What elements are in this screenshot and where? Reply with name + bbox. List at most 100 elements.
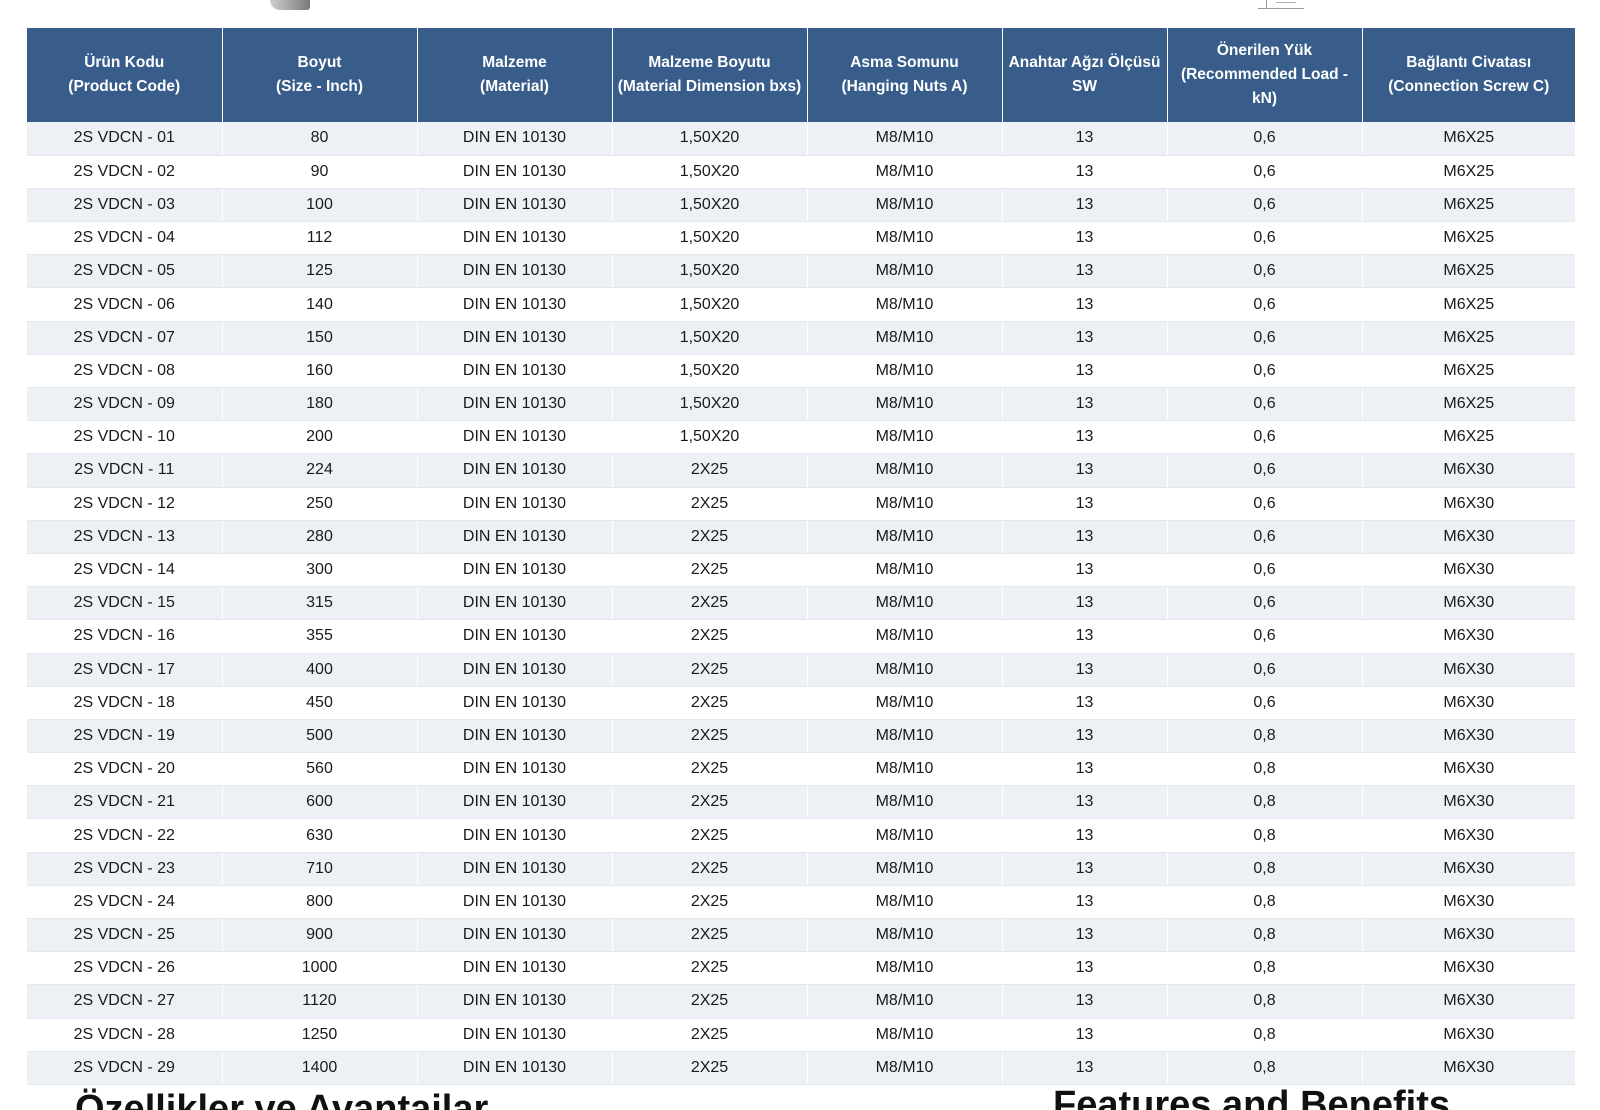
size-cell: 450: [222, 686, 418, 720]
recommended-load-cell: 0,6: [1167, 254, 1363, 289]
hanging-nuts-cell: M8/M10: [807, 752, 1003, 787]
material-dimension-cell: 2X25: [612, 1018, 808, 1052]
recommended-load-cell: 0,8: [1167, 918, 1363, 953]
hanging-nuts-cell: M8/M10: [807, 719, 1003, 754]
connection-screw-cell: M6X30: [1362, 951, 1575, 986]
material-dimension-cell: 2X25: [612, 453, 808, 488]
material-dimension-cell: 2X25: [612, 719, 808, 754]
product-code-cell: 2S VDCN - 03: [27, 188, 223, 223]
product-code-cell: 2S VDCN - 20: [27, 752, 223, 787]
recommended-load-cell: 0,8: [1167, 818, 1363, 853]
recommended-load-cell: 0,6: [1167, 487, 1363, 521]
hanging-nuts-cell: M8/M10: [807, 387, 1003, 422]
material-dimension-cell: 2X25: [612, 520, 808, 554]
technical-drawing-fragment-right: [1258, 0, 1304, 9]
table-row: 2S VDCN - 16 355 DIN EN 10130 2X25 M8/M10 13 0…: [27, 619, 1575, 654]
size-cell: 300: [222, 553, 418, 588]
top-image-strip: [0, 0, 1600, 28]
material-dimension-cell: 2X25: [612, 487, 808, 521]
recommended-load-cell: 0,6: [1167, 453, 1363, 488]
size-cell: 280: [222, 520, 418, 554]
table-row: 2S VDCN - 17 400 DIN EN 10130 2X25 M8/M10 13 0…: [27, 653, 1575, 687]
hanging-nuts-cell: M8/M10: [807, 818, 1003, 853]
product-code-cell: 2S VDCN - 17: [27, 653, 223, 687]
material-dimension-cell: 1,50X20: [612, 122, 808, 156]
material-dimension-cell: 1,50X20: [612, 387, 808, 422]
recommended-load-cell: 0,6: [1167, 686, 1363, 720]
size-cell: 600: [222, 785, 418, 820]
product-code-cell: 2S VDCN - 05: [27, 254, 223, 289]
size-cell: 100: [222, 188, 418, 223]
hanging-nuts-cell: M8/M10: [807, 951, 1003, 986]
column-header-line: (Material Dimension bxs): [617, 78, 802, 95]
connection-screw-cell: M6X25: [1362, 188, 1575, 223]
size-cell: 224: [222, 453, 418, 488]
table-row: 2S VDCN - 08 160 DIN EN 10130 1,50X20 M8/M10…: [27, 354, 1575, 389]
material-cell: DIN EN 10130: [417, 818, 613, 853]
column-header-line: (Hanging Nuts A): [841, 78, 968, 95]
table-row: 2S VDCN - 21 600 DIN EN 10130 2X25 M8/M10 13 0…: [27, 785, 1575, 820]
material-cell: DIN EN 10130: [417, 852, 613, 886]
table-row: 2S VDCN - 26 1000 DIN EN 10130 2X25 M8/M10 13…: [27, 951, 1575, 986]
recommended-load-cell: 0,6: [1167, 553, 1363, 588]
product-code-cell: 2S VDCN - 29: [27, 1051, 223, 1085]
connection-screw-cell: M6X25: [1362, 354, 1575, 389]
material-dimension-cell: 1,50X20: [612, 188, 808, 223]
product-code-cell: 2S VDCN - 21: [27, 785, 223, 820]
column-header-line: Boyut: [297, 54, 342, 71]
recommended-load-cell: 0,6: [1167, 420, 1363, 455]
connection-screw-cell: M6X25: [1362, 122, 1575, 156]
product-code-cell: 2S VDCN - 16: [27, 619, 223, 654]
size-cell: 1120: [222, 984, 418, 1019]
wrench-size-cell: 13: [1002, 287, 1168, 322]
connection-screw-cell: M6X30: [1362, 719, 1575, 754]
hanging-nuts-cell: M8/M10: [807, 221, 1003, 256]
connection-screw-cell: M6X30: [1362, 686, 1575, 720]
product-code-cell: 2S VDCN - 01: [27, 122, 223, 156]
hanging-nuts-cell: M8/M10: [807, 188, 1003, 223]
hanging-nuts-cell: M8/M10: [807, 520, 1003, 554]
size-header: Boyut (Size - Inch): [222, 28, 418, 122]
connection-screw-cell: M6X30: [1362, 453, 1575, 488]
hanging-nuts-header: Asma Somunu (Hanging Nuts A): [807, 28, 1003, 122]
column-header-line: (Recommended Load -: [1180, 66, 1349, 83]
wrench-size-cell: 13: [1002, 221, 1168, 256]
material-cell: DIN EN 10130: [417, 321, 613, 355]
connection-screw-cell: M6X30: [1362, 653, 1575, 687]
recommended-load-cell: 0,8: [1167, 719, 1363, 754]
wrench-size-cell: 13: [1002, 387, 1168, 422]
table-row: 2S VDCN - 18 450 DIN EN 10130 2X25 M8/M10 13 0…: [27, 686, 1575, 720]
wrench-size-cell: 13: [1002, 553, 1168, 588]
size-cell: 500: [222, 719, 418, 754]
features-heading-en: Features and Benefits: [1053, 1084, 1450, 1110]
material-cell: DIN EN 10130: [417, 785, 613, 820]
table-row: 2S VDCN - 28 1250 DIN EN 10130 2X25 M8/M10 13…: [27, 1018, 1575, 1052]
size-cell: 150: [222, 321, 418, 355]
product-image-fragment-left: [270, 0, 310, 10]
hanging-nuts-cell: M8/M10: [807, 487, 1003, 521]
column-header-line: (Material): [480, 78, 549, 95]
material-cell: DIN EN 10130: [417, 586, 613, 621]
size-cell: 125: [222, 254, 418, 289]
material-cell: DIN EN 10130: [417, 254, 613, 289]
product-code-cell: 2S VDCN - 02: [27, 155, 223, 189]
material-dimension-cell: 2X25: [612, 686, 808, 720]
size-cell: 180: [222, 387, 418, 422]
material-cell: DIN EN 10130: [417, 287, 613, 322]
product-code-cell: 2S VDCN - 09: [27, 387, 223, 422]
connection-screw-cell: M6X25: [1362, 287, 1575, 322]
column-header-line: Malzeme: [482, 54, 547, 71]
material-dimension-cell: 2X25: [612, 1051, 808, 1085]
table-row: 2S VDCN - 23 710 DIN EN 10130 2X25 M8/M10 13 0…: [27, 852, 1575, 886]
recommended-load-cell: 0,6: [1167, 155, 1363, 189]
recommended-load-cell: 0,8: [1167, 785, 1363, 820]
product-code-cell: 2S VDCN - 10: [27, 420, 223, 455]
connection-screw-cell: M6X30: [1362, 885, 1575, 920]
size-cell: 1400: [222, 1051, 418, 1085]
hanging-nuts-cell: M8/M10: [807, 321, 1003, 355]
recommended-load-cell: 0,6: [1167, 321, 1363, 355]
material-cell: DIN EN 10130: [417, 984, 613, 1019]
recommended-load-cell: 0,6: [1167, 287, 1363, 322]
wrench-size-cell: 13: [1002, 254, 1168, 289]
material-cell: DIN EN 10130: [417, 487, 613, 521]
